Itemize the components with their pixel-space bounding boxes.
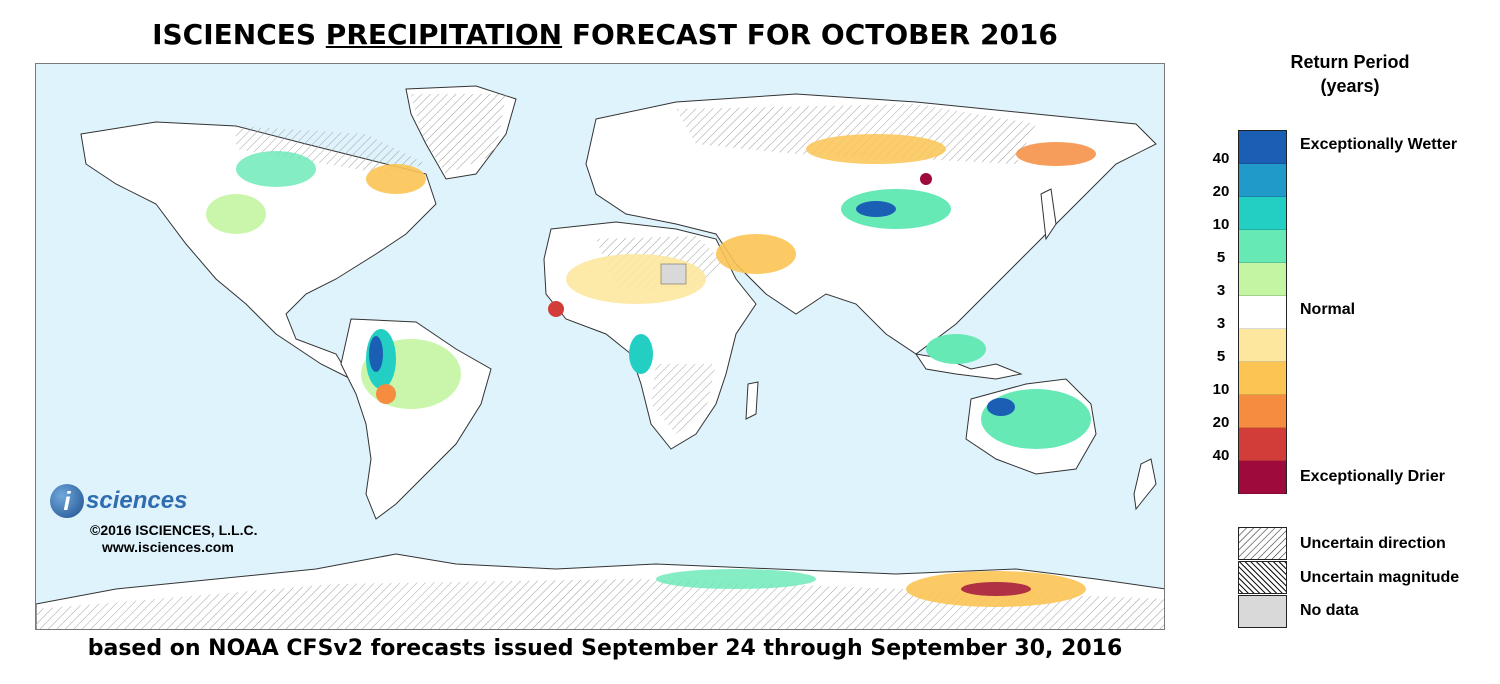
- scale-cell: [1239, 428, 1286, 461]
- map-title: ISCIENCES PRECIPITATION FORECAST FOR OCT…: [0, 18, 1210, 51]
- legend-title-line1: Return Period: [1290, 52, 1410, 72]
- scale-cell: [1239, 197, 1286, 230]
- label-exceptionally-wetter: Exceptionally Wetter: [1300, 136, 1458, 153]
- scale-cell: [1239, 230, 1286, 263]
- scale-tick-label: 10: [1212, 381, 1230, 398]
- no-data-egypt: [660, 263, 687, 285]
- scale-tick-label: 10: [1212, 216, 1230, 233]
- scale-cell: [1239, 395, 1286, 428]
- dry-far-east: [1016, 142, 1096, 166]
- scale-tick-label: 20: [1212, 183, 1230, 200]
- dry-west-africa: [548, 301, 564, 317]
- swatch-uncertain-direction: [1238, 527, 1287, 560]
- scale-tick-label: 40: [1212, 447, 1230, 464]
- title-prefix: ISCIENCES: [152, 18, 326, 51]
- hatch-southern-africa: [651, 364, 716, 434]
- hatch-antarctica: [36, 579, 1164, 629]
- forecast-source-note: based on NOAA CFSv2 forecasts issued Sep…: [87, 636, 1123, 661]
- logo-i-icon: i: [50, 484, 84, 518]
- madagascar-land: [745, 381, 759, 420]
- label-uncertain-direction: Uncertain direction: [1300, 535, 1446, 552]
- wet-canada: [236, 151, 316, 187]
- hatch-greenland: [411, 94, 506, 174]
- wet-mongolia-core: [856, 201, 896, 217]
- label-no-data: No data: [1300, 602, 1359, 619]
- wet-australia-core: [987, 398, 1015, 416]
- hatch-canada-north: [236, 126, 426, 174]
- swatch-uncertain-magnitude: [1238, 561, 1287, 594]
- color-scale: [1238, 130, 1287, 494]
- title-emphasis: PRECIPITATION: [325, 18, 563, 51]
- swatch-no-data: [1238, 595, 1287, 628]
- logo-wordmark: sciences: [86, 487, 188, 514]
- wet-anomalies: [206, 151, 1091, 589]
- scale-cell: [1239, 362, 1286, 395]
- scale-cell: [1239, 164, 1286, 197]
- scale-tick-label: 5: [1216, 249, 1226, 266]
- label-uncertain-magnitude: Uncertain magnitude: [1300, 569, 1460, 586]
- wet-southeast-asia: [926, 334, 986, 364]
- scale-tick-label: 3: [1216, 282, 1226, 299]
- dry-arabia: [716, 234, 796, 274]
- dry-siberia-core: [920, 173, 932, 185]
- copyright-block: ©2016 ISCIENCES, L.L.C. www.isciences.co…: [90, 522, 257, 556]
- wet-central-africa: [629, 334, 653, 374]
- scale-cell: [1239, 296, 1286, 329]
- label-exceptionally-drier: Exceptionally Drier: [1300, 468, 1445, 485]
- scale-tick-label: 40: [1212, 150, 1230, 167]
- legend-title-line2: (years): [1320, 76, 1380, 96]
- world-map: [35, 63, 1165, 630]
- wet-andes-core: [369, 336, 383, 372]
- scale-tick-label: 5: [1216, 348, 1226, 365]
- label-normal: Normal: [1300, 301, 1356, 318]
- japan-land: [1040, 188, 1057, 241]
- scale-cell: [1239, 131, 1286, 164]
- wet-us-west: [206, 194, 266, 234]
- dry-eastern-canada: [366, 164, 426, 194]
- scale-cell: [1239, 263, 1286, 296]
- wet-australia: [981, 389, 1091, 449]
- legend-title: Return Period (years): [1260, 50, 1440, 98]
- scale-tick-label: 3: [1216, 315, 1226, 332]
- scale-cell: [1239, 329, 1286, 362]
- world-map-canvas: [36, 64, 1164, 629]
- scale-cell: [1239, 461, 1286, 494]
- website-link[interactable]: www.isciences.com: [102, 539, 234, 555]
- uncertain-magnitude-hatch-icon: [1239, 562, 1286, 593]
- uncertain-direction-hatch-icon: [1239, 528, 1286, 559]
- scale-tick-label: 20: [1212, 414, 1230, 431]
- isciences-logo[interactable]: i sciences: [50, 484, 187, 518]
- uncertain-direction-areas: [36, 94, 1164, 629]
- dry-russia: [806, 134, 946, 164]
- title-suffix: FORECAST FOR OCTOBER 2016: [562, 18, 1058, 51]
- new-zealand-land: [1133, 458, 1157, 511]
- wet-antarctica: [656, 569, 816, 589]
- dry-andes-south: [376, 384, 396, 404]
- dry-antarctica-core: [961, 582, 1031, 596]
- copyright-line: ©2016 ISCIENCES, L.L.C.: [90, 522, 258, 538]
